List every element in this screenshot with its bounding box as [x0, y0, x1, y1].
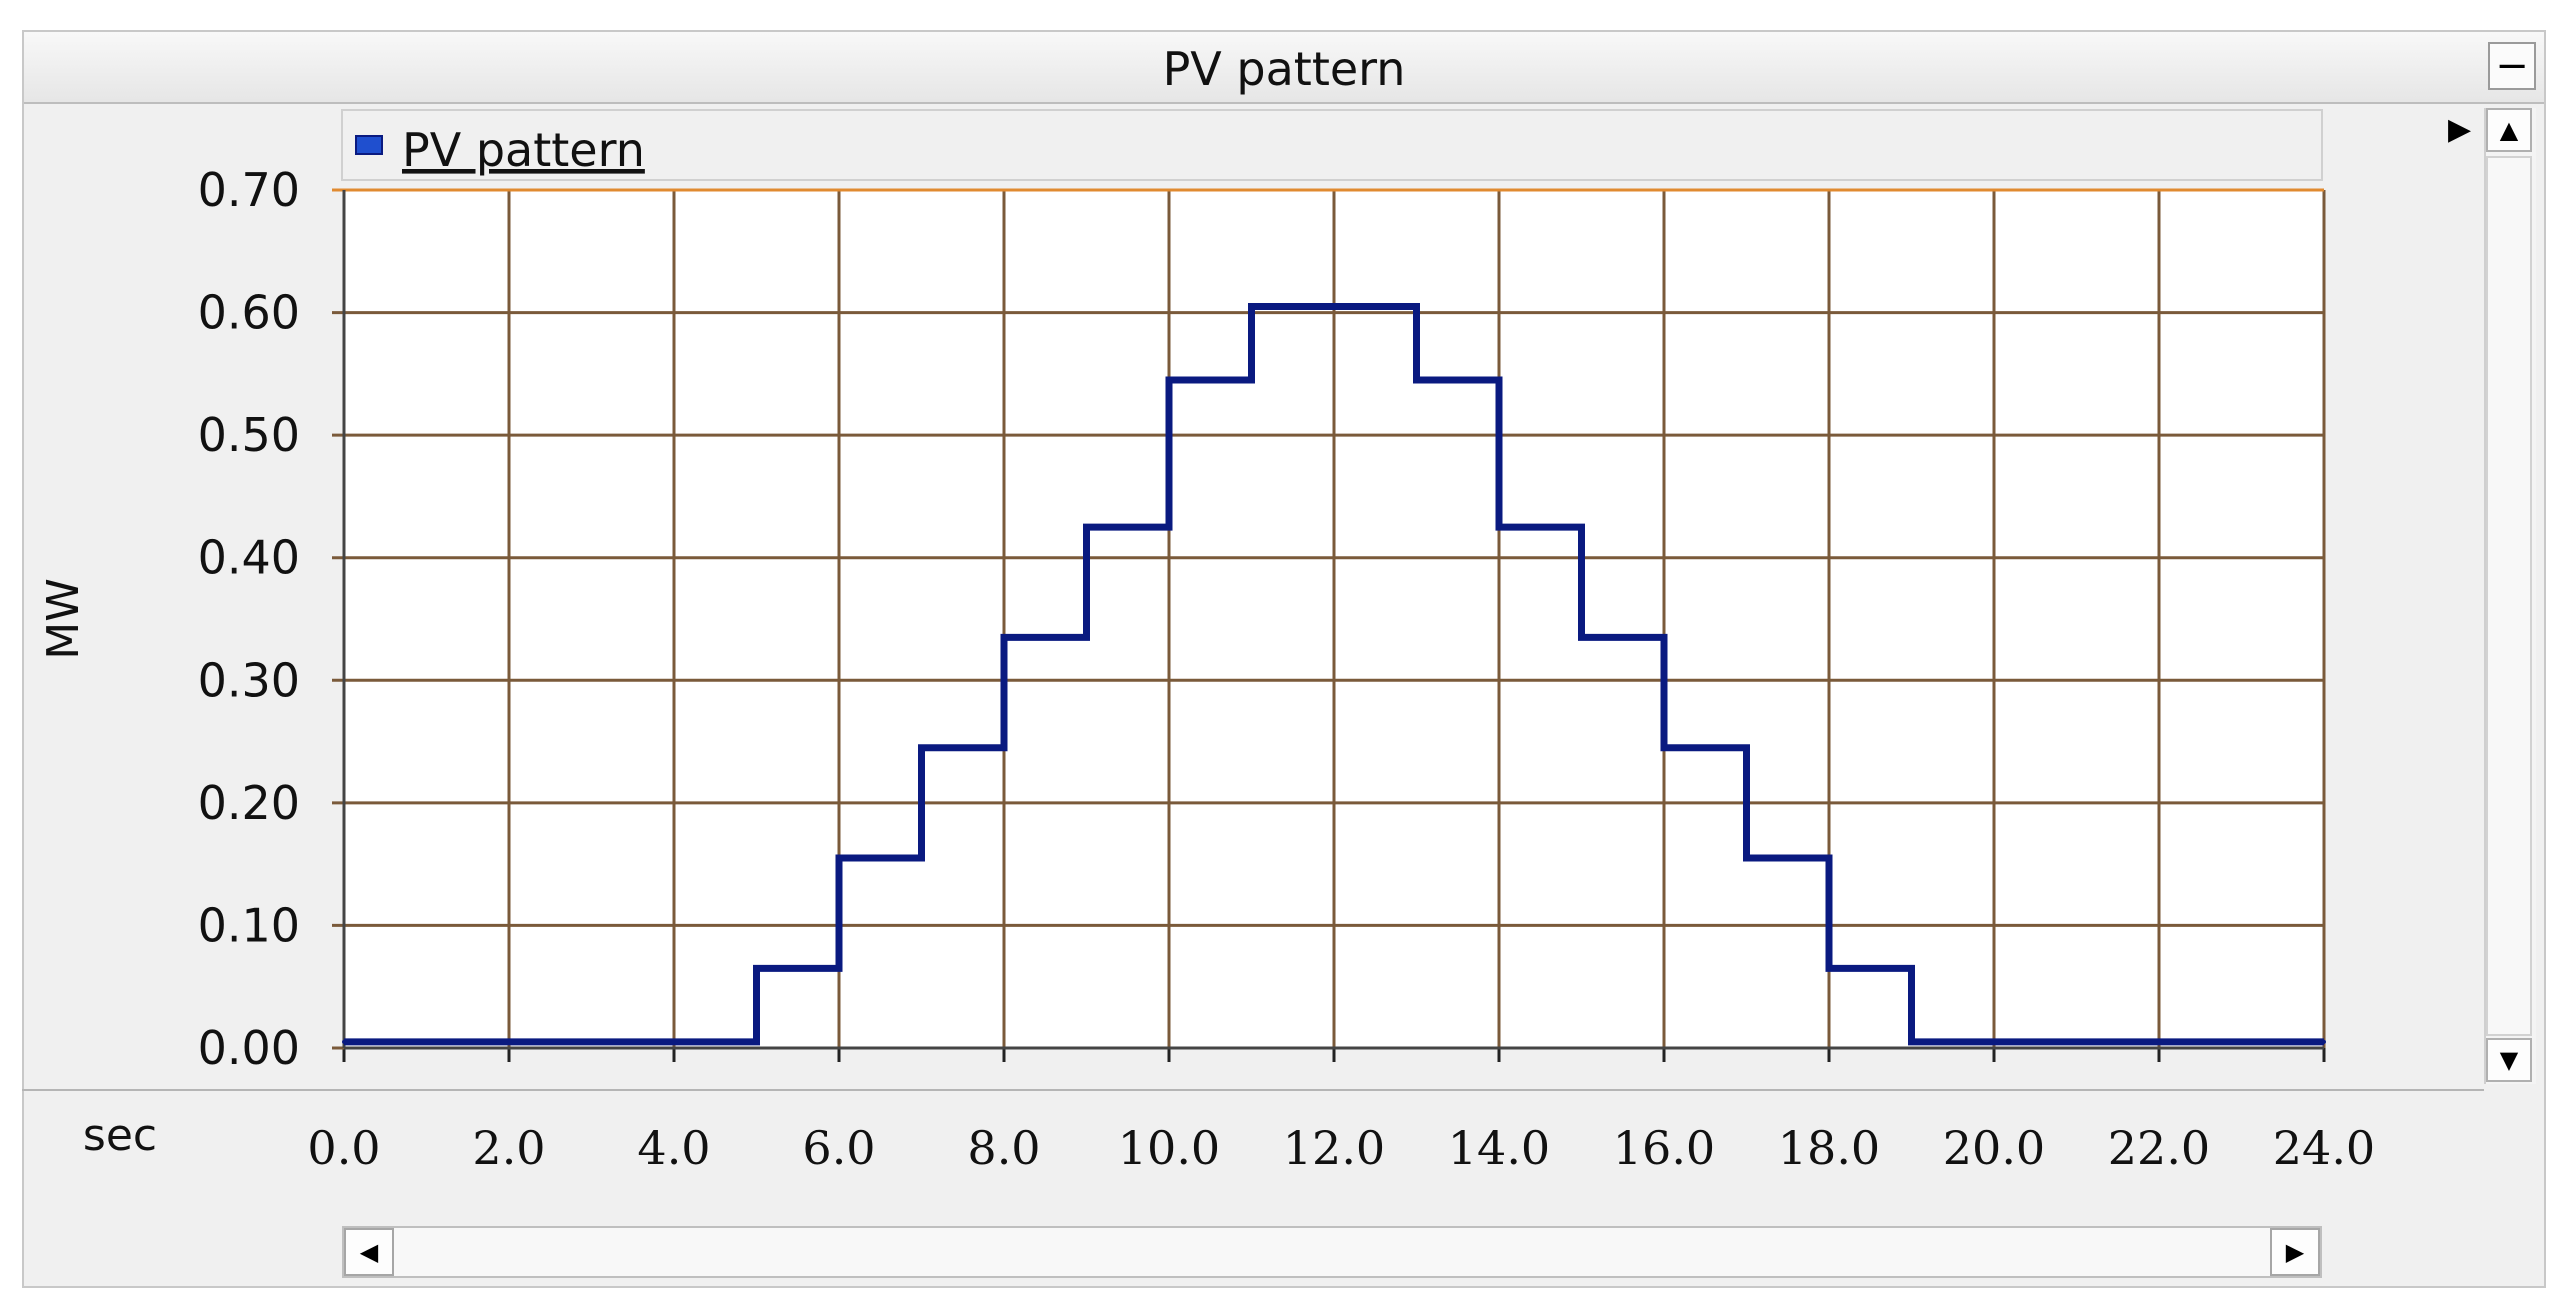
- series-point: [1662, 746, 1666, 750]
- y-tick-label: 0.10: [198, 898, 300, 952]
- x-tick-label: 2.0: [472, 1121, 545, 1175]
- scroll-right-icon[interactable]: ▶: [2270, 1228, 2320, 1276]
- x-tick-label: 0.0: [307, 1121, 380, 1175]
- y-axis-label: MW: [38, 578, 89, 659]
- scroll-down-icon[interactable]: ▼: [2486, 1038, 2532, 1082]
- x-tick-label: 6.0: [802, 1121, 875, 1175]
- series-point: [837, 856, 841, 860]
- series-point: [1745, 856, 1749, 860]
- series-point: [755, 966, 759, 970]
- series-point: [1250, 304, 1254, 308]
- series-point: [1167, 378, 1171, 382]
- x-tick-label: 12.0: [1283, 1121, 1385, 1175]
- x-axis-label: sec: [83, 1110, 157, 1161]
- x-tick-label: 18.0: [1778, 1121, 1880, 1175]
- series-point: [1002, 635, 1006, 639]
- x-tick-label: 10.0: [1118, 1121, 1220, 1175]
- horizontal-scrollbar[interactable]: ◀ ▶: [342, 1226, 2322, 1278]
- y-tick-label: 0.00: [198, 1021, 300, 1075]
- x-tick-label: 16.0: [1613, 1121, 1715, 1175]
- x-tick-label: 24.0: [2273, 1121, 2375, 1175]
- y-tick-label: 0.70: [198, 163, 300, 217]
- series-point: [1497, 525, 1501, 529]
- x-tick-label: 22.0: [2108, 1121, 2210, 1175]
- legend-swatch: [356, 136, 382, 154]
- y-tick-label: 0.20: [198, 776, 300, 830]
- y-tick-label: 0.60: [198, 286, 300, 340]
- y-tick-label: 0.40: [198, 531, 300, 585]
- vertical-scroll-track[interactable]: [2486, 156, 2532, 1036]
- series-point: [920, 746, 924, 750]
- scroll-up-icon[interactable]: ▲: [2486, 108, 2532, 152]
- x-tick-label: 20.0: [1943, 1121, 2045, 1175]
- x-tick-label: 8.0: [967, 1121, 1040, 1175]
- x-tick-label: 4.0: [637, 1121, 710, 1175]
- series-point: [342, 1040, 346, 1044]
- scroll-left-icon[interactable]: ◀: [344, 1228, 394, 1276]
- series-point: [1827, 966, 1831, 970]
- legend-label: PV pattern: [402, 123, 645, 177]
- series-point: [1580, 635, 1584, 639]
- series-point: [1085, 525, 1089, 529]
- series-point: [2322, 1040, 2326, 1044]
- series-point: [1415, 378, 1419, 382]
- vertical-scrollbar[interactable]: ▲ ▼: [2484, 108, 2536, 1084]
- series-point: [1910, 1040, 1914, 1044]
- triangle-right-icon[interactable]: ▶: [2448, 112, 2471, 147]
- x-tick-label: 14.0: [1448, 1121, 1550, 1175]
- y-tick-label: 0.30: [198, 653, 300, 707]
- y-tick-label: 0.50: [198, 408, 300, 462]
